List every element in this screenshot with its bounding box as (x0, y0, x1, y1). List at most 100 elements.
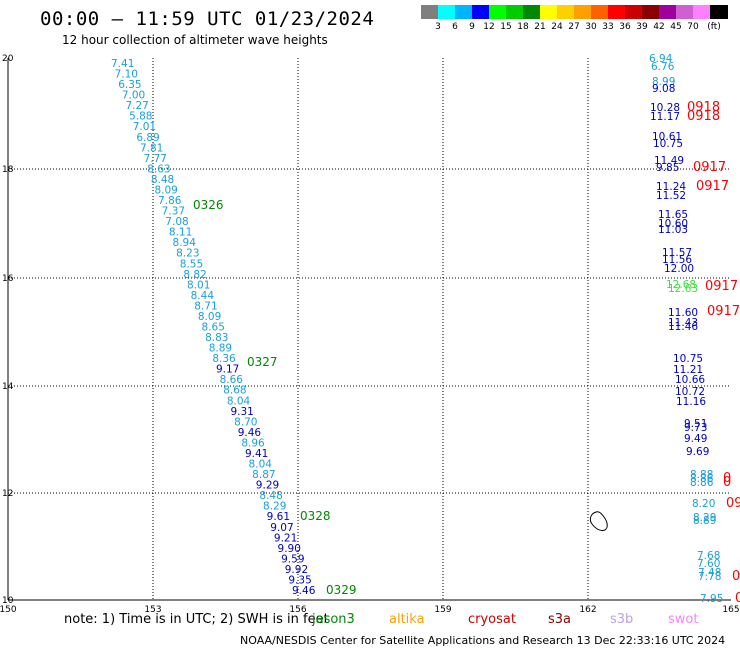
wave-height-value: 9.85 (656, 162, 679, 174)
wave-height-value: 7.68 (697, 550, 720, 562)
wave-height-value: 9.49 (684, 433, 707, 445)
lon-label: 156 (289, 605, 306, 615)
credit-line: NOAA/NESDIS Center for Satellite Applica… (240, 634, 726, 647)
page-title: 00:00 – 11:59 UTC 01/23/2024 (40, 8, 375, 30)
wave-height-value: 8.68 (223, 385, 246, 397)
wave-height-value: 7.77 (144, 153, 167, 165)
wave-height-value: 7.86 (158, 195, 182, 207)
legend-label: 15 (500, 22, 512, 32)
satellite-swot: swot (668, 612, 699, 627)
legend-swatch (591, 5, 609, 19)
wave-height-value: 7.27 (125, 100, 148, 112)
wave-height-value: 9.69 (686, 446, 709, 458)
page-subtitle: 12 hour collection of altimeter wave hei… (62, 33, 328, 47)
satellite-altika: altika (389, 612, 425, 627)
wave-height-value: 5.88 (129, 111, 152, 123)
legend-swatch (693, 5, 711, 19)
wave-height-value: 9.51 (684, 418, 707, 430)
wave-height-value: 8.89 (693, 515, 716, 527)
wave-height-value: 10.28 (650, 102, 680, 114)
wave-height-value: 8.82 (183, 269, 206, 281)
wave-height-value: 10.72 (675, 386, 705, 398)
track-time-label: 0917 (705, 279, 738, 294)
legend-swatch (574, 5, 592, 19)
wave-height-value: 11.56 (662, 254, 692, 266)
wave-height-value: 8.66 (220, 374, 244, 386)
track-time-label: 0327 (247, 355, 278, 369)
wave-height-value: 7.08 (165, 216, 188, 228)
legend-swatch (540, 5, 558, 19)
wave-height-value: 8.36 (212, 353, 236, 365)
legend-swatch (625, 5, 643, 19)
legend-label: 21 (534, 22, 546, 32)
track-time-label: 0326 (193, 198, 224, 212)
wave-height-value: 10.75 (653, 138, 683, 150)
wave-height-value: 8.29 (263, 501, 286, 513)
wave-height-value: 11.21 (673, 364, 703, 376)
wave-height-value: 8.20 (692, 498, 715, 510)
legend-label: 12 (483, 22, 495, 32)
lat-label: 14 (2, 382, 14, 392)
legend-swatch (506, 5, 524, 19)
wave-height-value: 10.75 (673, 353, 703, 365)
wave-height-value: 12.00 (664, 263, 694, 275)
wave-height-value: 11.65 (658, 209, 688, 221)
wave-height-value: 6.35 (118, 79, 141, 91)
wave-height-value: 10.66 (675, 374, 705, 386)
edge-value: 0 (723, 475, 731, 490)
wave-height-value: 9.61 (267, 511, 290, 523)
wave-height-value: 7.48 (698, 567, 721, 579)
wave-height-value: 7.10 (115, 69, 138, 81)
wave-height-value: 11.57 (662, 247, 692, 259)
wave-height-value: 9.07 (270, 522, 293, 534)
wave-height-value: 8.55 (180, 258, 203, 270)
wave-height-value: 6.76 (651, 61, 675, 73)
wave-height-value: 8.04 (249, 459, 273, 471)
wave-height-value: 11.46 (668, 321, 698, 333)
satellite-s3a: s3a (548, 612, 572, 627)
legend-swatch (472, 5, 490, 19)
wave-height-value: 10.61 (652, 131, 682, 143)
lat-label: 12 (2, 489, 13, 499)
edge-value: 0 (723, 471, 731, 486)
wave-height-value: 8.48 (151, 174, 174, 186)
wave-height-value: 9.17 (216, 364, 239, 376)
wave-height-value: 8.88 (690, 469, 713, 481)
legend-swatch (455, 5, 473, 19)
wave-height-value: 12.68 (666, 279, 696, 291)
legend-swatch (523, 5, 541, 19)
legend-swatch (710, 5, 728, 19)
wave-height-value: 8.94 (173, 237, 197, 249)
wave-height-value: 9.59 (281, 553, 304, 565)
wave-height-value: 8.04 (227, 395, 251, 407)
wave-height-value: 6.94 (649, 53, 673, 65)
wave-height-value: 11.03 (658, 224, 688, 236)
wave-height-value: 11.24 (656, 181, 686, 193)
wave-height-value: 8.70 (234, 416, 257, 428)
edge-value: 0 (732, 569, 740, 584)
wave-height-value: 8.63 (147, 163, 170, 175)
wave-height-value: 8.89 (209, 343, 232, 355)
wave-height-value: 8.65 (202, 322, 225, 334)
wave-height-value: 11.52 (656, 190, 686, 202)
legend-swatch (642, 5, 660, 19)
edge-value: 0 (735, 591, 740, 606)
wave-height-value: 7.41 (111, 58, 134, 70)
wave-height-value: 9.46 (292, 585, 316, 597)
lon-label: 162 (579, 605, 596, 615)
wave-height-value: 8.96 (241, 437, 265, 449)
legend-swatch (489, 5, 507, 19)
wave-height-value: 8.09 (154, 184, 177, 196)
wave-height-value: 8.01 (187, 279, 210, 291)
legend-label: (ft) (707, 22, 721, 32)
legend-label: 6 (452, 22, 458, 32)
wave-height-value: 8.29 (693, 512, 716, 524)
island-outline (589, 511, 608, 531)
footer-note: note: 1) Time is in UTC; 2) SWH is in fe… (64, 612, 329, 627)
legend-label: 39 (636, 22, 648, 32)
legend-label: 45 (670, 22, 682, 32)
legend-swatch (659, 5, 677, 19)
legend-label: 3 (435, 22, 441, 32)
legend-swatch (438, 5, 456, 19)
